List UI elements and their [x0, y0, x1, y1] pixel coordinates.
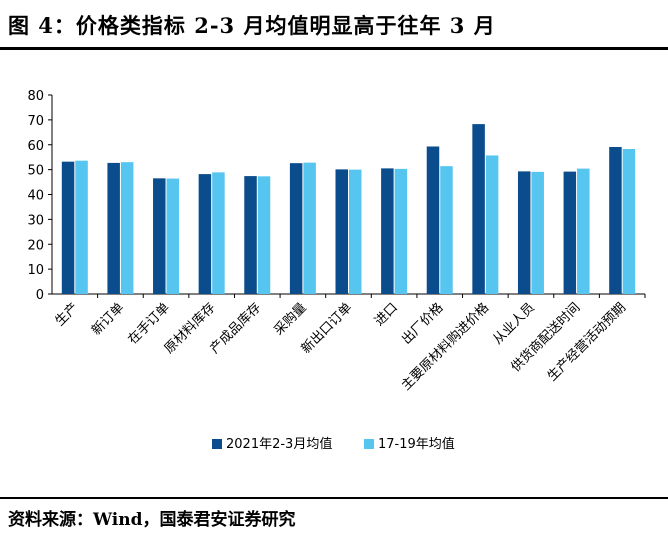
- bar-series-17-19: [257, 176, 271, 294]
- top-rule: [0, 47, 668, 50]
- legend-label: 2021年2-3月均值: [226, 436, 332, 452]
- x-tick-label: 主要原材料购进价格: [398, 300, 492, 394]
- bar-series-17-19: [212, 172, 225, 294]
- y-tick-label: 10: [27, 263, 44, 278]
- y-axis: 0 10 20 30 40 50 60 70 80: [27, 89, 53, 303]
- y-tick-label: 30: [27, 213, 44, 228]
- y-tick-label: 0: [36, 288, 44, 303]
- x-tick-label: 进口: [372, 300, 401, 329]
- bar-series-2021: [198, 174, 212, 294]
- legend: 2021年2-3月均值 17-19年均值: [212, 436, 455, 452]
- bar-series-2021: [244, 176, 257, 294]
- bar-series-2021: [107, 162, 120, 294]
- y-tick-label: 20: [27, 238, 44, 253]
- bar-series-2021: [335, 169, 348, 294]
- bar-series-17-19: [440, 166, 453, 294]
- y-tick-label: 40: [27, 189, 44, 204]
- y-tick-label: 80: [27, 89, 44, 104]
- bar-series-2021: [381, 168, 394, 294]
- bar-series-2021: [609, 146, 622, 294]
- bar-series-2021: [61, 161, 75, 294]
- bar-series-17-19: [120, 162, 134, 294]
- x-tick-label: 新订单: [88, 300, 127, 339]
- bar-series-2021: [426, 146, 440, 294]
- bar-series-2021: [563, 171, 577, 294]
- bar-series-2021: [517, 171, 531, 294]
- bar-series-17-19: [622, 148, 636, 294]
- bars: [61, 124, 636, 294]
- bar-series-17-19: [485, 155, 499, 294]
- x-tick-label: 从业人员: [490, 300, 537, 347]
- x-tick-label: 生产经营活动预期: [545, 300, 629, 384]
- bar-series-2021: [289, 163, 303, 294]
- bar-series-17-19: [577, 168, 590, 294]
- source-note: 资料来源：Wind，国泰君安证券研究: [8, 510, 296, 530]
- bar-series-17-19: [303, 162, 316, 294]
- legend-swatch: [212, 439, 222, 449]
- legend-swatch: [364, 439, 374, 449]
- bar-series-17-19: [75, 160, 88, 294]
- y-tick-label: 50: [27, 164, 44, 179]
- figure-title: 图 4：价格类指标 2-3 月均值明显高于往年 3 月: [8, 13, 496, 38]
- bar-series-17-19: [166, 178, 180, 294]
- x-tick-label: 采购量: [271, 300, 310, 339]
- legend-label: 17-19年均值: [378, 436, 455, 452]
- x-tick-label: 出厂价格: [398, 300, 446, 348]
- bar-series-17-19: [531, 171, 544, 294]
- bar-series-2021: [472, 124, 485, 294]
- bar-series-17-19: [394, 168, 408, 294]
- y-tick-label: 60: [27, 139, 44, 154]
- bar-series-2021: [153, 178, 166, 294]
- y-tick-label: 70: [27, 114, 44, 129]
- x-tick-label: 生产: [53, 300, 82, 329]
- x-tick-label: 在手订单: [125, 300, 172, 347]
- bar-series-17-19: [349, 169, 362, 294]
- bottom-rule: [0, 497, 668, 499]
